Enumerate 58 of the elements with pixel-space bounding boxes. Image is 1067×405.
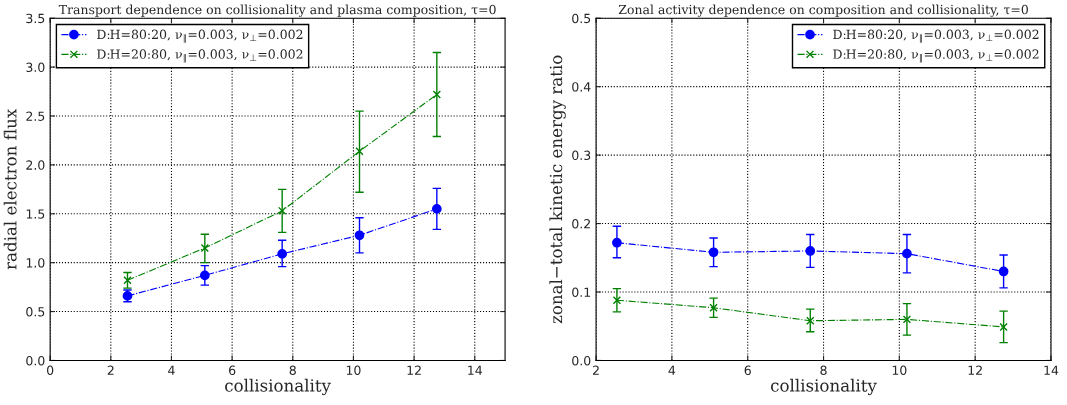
legend-label: D:H=80:20, ν$_{∥}$=0.003, ν$_{⊥}$=0.002	[97, 29, 303, 43]
point	[277, 249, 288, 259]
point	[902, 315, 912, 324]
x-tick-label: 10	[346, 365, 361, 375]
point	[805, 246, 816, 256]
point	[354, 230, 365, 241]
y-axis-title: radial electron flux	[3, 108, 17, 270]
point	[708, 247, 719, 258]
y-tick-label: 2.5	[26, 111, 45, 121]
x-tick-label: 6	[744, 365, 751, 375]
point	[432, 90, 442, 99]
y-tick-label: 0.5	[26, 307, 45, 317]
point	[431, 204, 442, 214]
x-tick-label: 2	[107, 365, 114, 375]
point	[355, 147, 364, 156]
x-tick-label: 12	[407, 365, 421, 375]
point	[612, 296, 622, 305]
y-tick-label: 0.4	[572, 82, 591, 92]
y-tick-label: 3.5	[26, 13, 45, 24]
chart-title: Transport dependence on collisionality and plasma composition, τ=0	[58, 4, 496, 17]
point	[612, 237, 622, 248]
y-tick-label: 1.5	[26, 209, 45, 219]
point	[999, 322, 1008, 332]
x-tick-label: 8	[820, 365, 827, 375]
x-tick-label: 14	[468, 365, 482, 375]
point	[199, 270, 210, 281]
x-tick-label: 4	[168, 365, 175, 375]
x-tick-label: 0	[47, 365, 54, 375]
point	[998, 266, 1009, 277]
legend-label: D:H=20:80, ν$_{∥}$=0.003, ν$_{⊥}$=0.002	[97, 49, 303, 63]
x-tick-label: 14	[1044, 365, 1059, 375]
point	[123, 276, 132, 285]
x-axis-title: collisionality	[771, 378, 877, 396]
x-tick-label: 8	[289, 365, 296, 375]
y-tick-label: 0.2	[572, 219, 590, 229]
legend-label: D:H=80:20, ν$_{∥}$=0.003, ν$_{⊥}$=0.002	[833, 29, 1039, 43]
x-tick-label: 10	[892, 365, 907, 375]
y-tick-label: 1.0	[26, 258, 45, 268]
x-axis-title: collisionality	[225, 378, 331, 396]
y-tick-label: 0.1	[572, 287, 591, 297]
point	[806, 316, 815, 325]
y-tick-label: 3.0	[26, 62, 45, 73]
y-tick-label: 2.0	[26, 160, 45, 170]
x-tick-label: 4	[668, 365, 676, 375]
chart-title: Zonal activity dependence on composition and collisionality, τ=0	[618, 4, 1028, 17]
x-tick-label: 6	[229, 365, 236, 375]
y-tick-label: 0.0	[572, 355, 591, 366]
legend-label: D:H=20:80, ν$_{∥}$=0.003, ν$_{⊥}$=0.002	[833, 49, 1039, 63]
x-tick-label: 12	[968, 365, 982, 375]
y-tick-label: 0.5	[572, 13, 591, 24]
point	[200, 243, 209, 253]
y-tick-label: 0.3	[572, 150, 591, 161]
point	[902, 248, 912, 259]
y-tick-label: 0.0	[26, 355, 45, 366]
x-tick-label: 2	[593, 365, 599, 375]
y-axis-title: zonal−total kinetic energy ratio	[549, 55, 566, 324]
point	[277, 206, 287, 216]
point	[709, 303, 718, 312]
